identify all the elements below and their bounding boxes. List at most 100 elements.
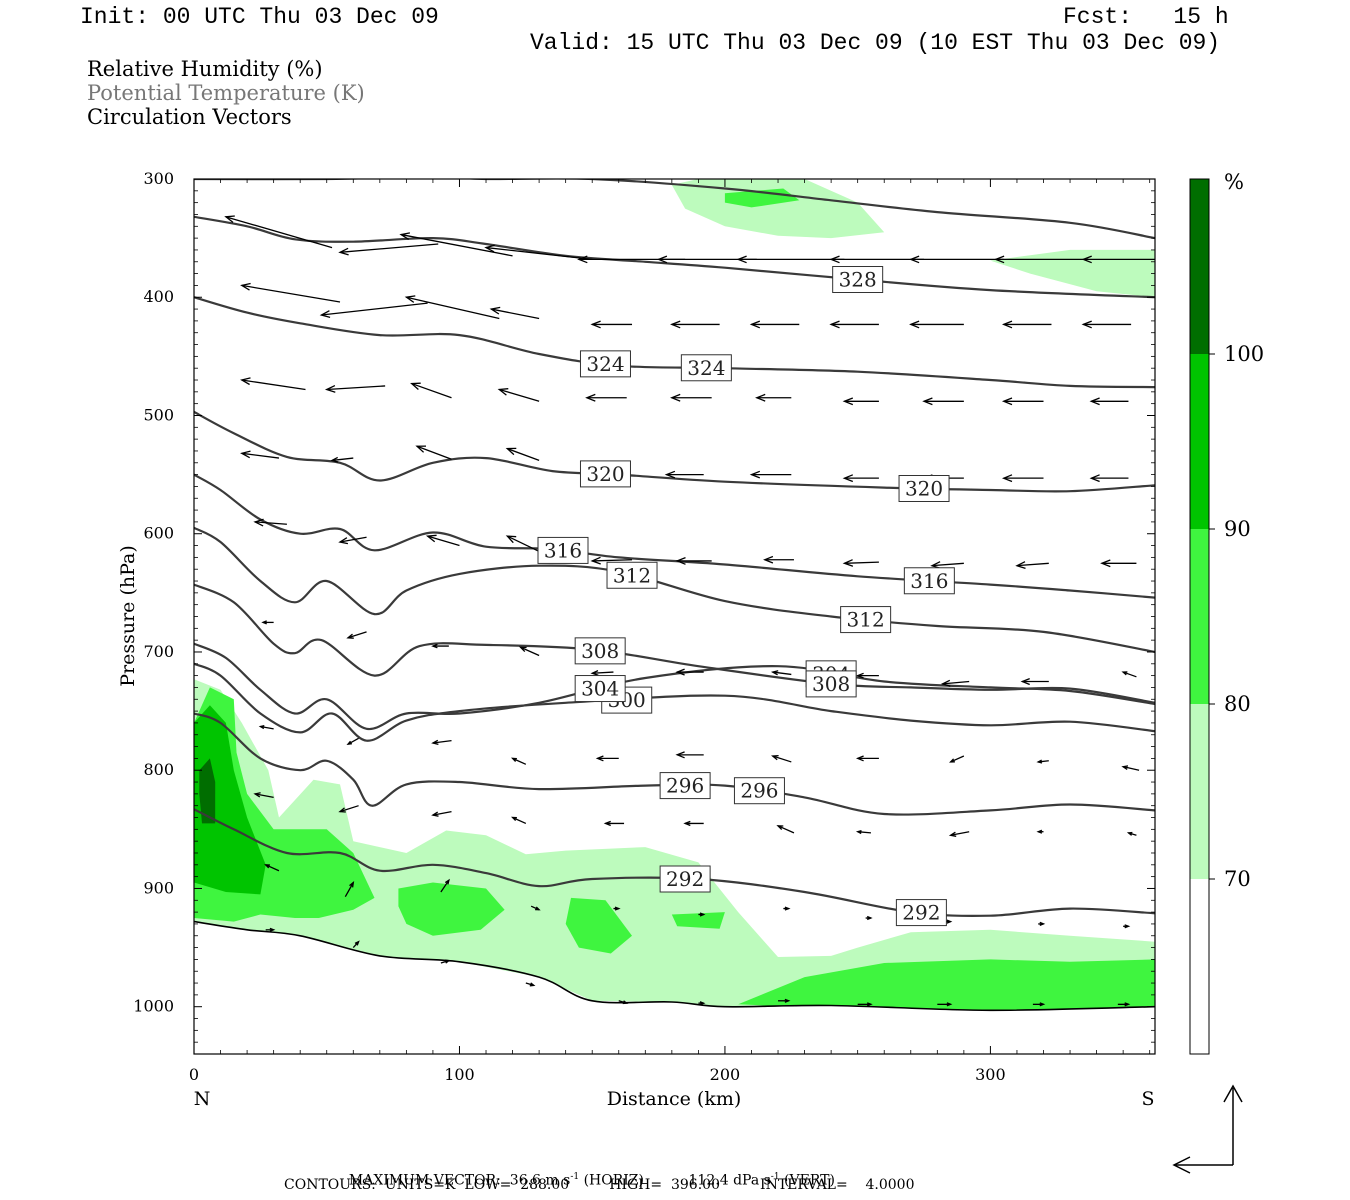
rh-region-90-9 [194,705,266,895]
circulation-vector [338,536,367,545]
contour-labels: 2922922962963003043043083083123123163163… [537,266,955,927]
contour-label-text: 308 [581,639,619,663]
contour-label-box [840,606,892,634]
north-label: N [194,1088,211,1110]
contour-label-box [537,536,589,564]
circulation-vector [749,470,792,479]
circulation-vector [1117,1002,1131,1007]
x-axis-label: Distance (km) [607,1088,742,1110]
circulation-vector [404,295,500,320]
circulation-vector [425,534,460,547]
circulation-vector [518,646,540,657]
circulation-vector [1020,677,1049,686]
contour-label-296: 296 [733,777,785,805]
circulation-vector [698,1001,706,1006]
colorbar-unit: % [1224,170,1244,194]
theta-contour-296 [194,712,1155,816]
theta-contour-304 [194,642,1155,731]
circulation-vector [530,905,541,911]
contour-label-text: 324 [687,356,725,380]
contour-label-text: 292 [666,867,704,891]
circulation-vector [993,255,1089,264]
rh-region-80-5 [565,897,632,954]
circulation-vector [855,672,879,679]
circulation-vectors [224,215,1155,1007]
y-tick-label: 700 [143,642,174,661]
contour-label-316: 316 [903,567,955,595]
contour-label-box [898,475,950,503]
rh-region-80-7 [738,959,1155,1011]
circulation-vector [352,940,360,949]
circulation-vector [755,393,792,402]
contour-label-320: 320 [579,460,631,488]
circulation-vector [829,255,925,264]
max-horiz-exponent: -1 [570,1172,580,1182]
circulation-vector [909,255,1004,264]
circulation-vector [763,555,794,564]
circulation-vector [829,320,879,329]
maximum-vector-line: MAXIMUM VECTOR: 36.6 m s-1 (HORIZ) 112.4… [340,1159,835,1188]
surface-pressure-line [194,920,1155,1012]
contour-info-line: CONTOURS: UNITS=K LOW= 288.00 HIGH= 396.… [284,1177,915,1193]
relative-humidity-shading [194,179,1155,1011]
colorbar-segment [1190,879,1209,1054]
circulation-vector [922,397,964,406]
circulation-vector [937,1002,953,1007]
forecast-hour: Fcst: 15 h [1063,4,1229,30]
contour-label-box [579,460,631,488]
contour-label-292: 292 [659,865,711,893]
contour-label-box [805,670,857,698]
y-tick-label: 600 [143,524,174,543]
circulation-vector [258,724,274,730]
contour-label-328: 328 [832,266,884,294]
circulation-vector [675,751,704,759]
rh-region-80-8 [724,188,800,208]
circulation-vector [431,643,449,649]
y-tick-label: 500 [143,405,174,424]
y-tick-label: 400 [143,287,174,306]
contour-label-304: 304 [574,675,626,703]
circulation-vector [489,306,540,320]
theta-contour-324 [194,296,1155,389]
circulation-vector [675,556,712,565]
circulation-vector [736,255,845,264]
rh-region-80-6 [671,912,725,929]
contour-label-324: 324 [680,354,732,382]
circulation-vector [240,450,280,459]
max-horiz-value: 36.6 [509,1172,541,1189]
contour-label-text: 320 [586,462,624,486]
contour-label-308: 308 [574,637,626,665]
contour-label-box [574,637,626,665]
circulation-vector [431,739,452,746]
colorbar-segment [1190,529,1209,704]
rh-region-80-4 [398,882,505,936]
circulation-vector [224,215,333,249]
contour-label-324: 324 [579,350,631,378]
circulation-vector [675,668,704,676]
contour-label-text: 316 [544,538,582,562]
contour-label-box [574,675,626,703]
contour-label-text: 320 [905,477,943,501]
contour-label-text: 308 [812,672,850,696]
circulation-vector [698,912,706,917]
circulation-vector [1081,320,1132,329]
colorbar-frame [1189,178,1210,1055]
rh-region-100-10 [199,758,216,824]
circulation-vector [330,456,354,463]
contour-label-296: 296 [659,772,711,800]
contour-label-308: 308 [805,670,857,698]
theta-contour-312 [194,526,1155,654]
circulation-vector [265,927,276,932]
circulation-vector [1121,765,1140,771]
y-axis-label: Pressure (hPa) [117,545,139,687]
circulation-vector [497,388,540,402]
circulation-vector [344,880,355,898]
x-tick-label: 300 [975,1065,1006,1084]
circulation-vector [510,757,527,765]
south-label: S [1141,1088,1154,1110]
circulation-vector [264,864,280,872]
circulation-vector [1032,1002,1046,1007]
circulation-vector [865,915,873,921]
contour-label-text: 312 [613,563,651,587]
